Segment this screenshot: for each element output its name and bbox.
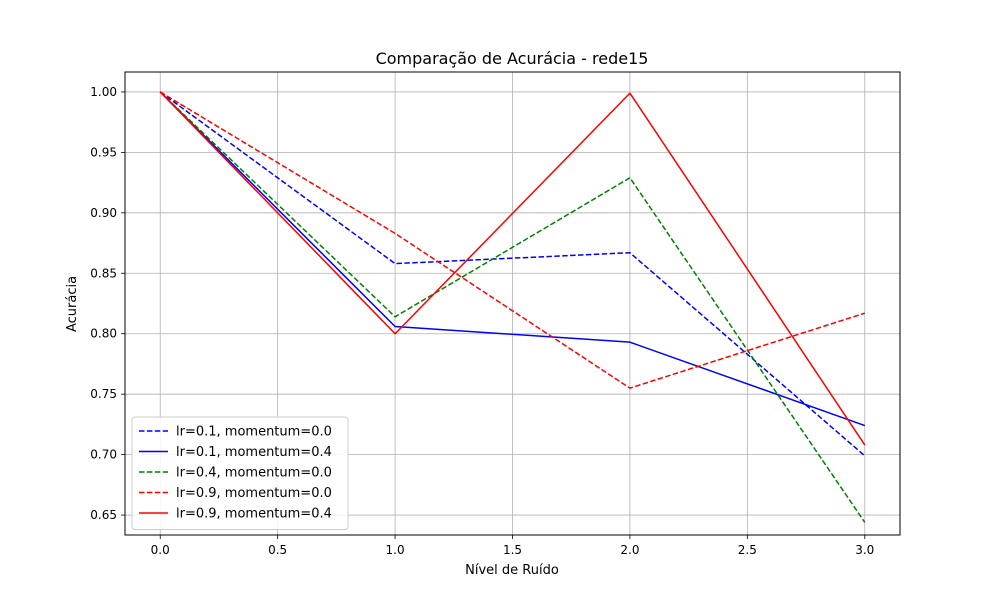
series-line-4 [159, 91, 865, 389]
y-tick-label: 0.65 [90, 508, 117, 522]
y-tick-label: 0.85 [90, 266, 117, 280]
x-tick-label: 0.5 [268, 543, 287, 557]
x-tick-label: 3.0 [855, 543, 874, 557]
legend-box [131, 416, 349, 530]
y-tick-label: 0.70 [90, 448, 117, 462]
legend-entry-label: lr=0.1, momentum=0.4 [176, 445, 332, 460]
x-tick-label: 0.0 [151, 543, 170, 557]
x-tick-label: 1.5 [503, 543, 522, 557]
y-axis-label: Acurácia [65, 276, 80, 332]
series-line-5 [159, 91, 866, 446]
x-tick-label: 2.0 [620, 543, 639, 557]
legend-entry-label: lr=0.9, momentum=0.0 [176, 486, 332, 501]
series-line-3 [159, 91, 866, 523]
series-line-2 [159, 91, 866, 427]
y-tick-label: 0.90 [90, 206, 117, 220]
y-tick-label: 0.75 [90, 387, 117, 401]
y-tick-label: 0.95 [90, 145, 117, 159]
x-axis-label: Nível de Ruído [465, 563, 559, 578]
legend-entry-label: lr=0.1, momentum=0.0 [176, 425, 332, 440]
series-lines [159, 91, 866, 523]
y-tick-label: 0.80 [90, 327, 117, 341]
axis-ticks: 0.0 0.5 1.0 1.5 2.0 2.5 3.0 0.65 0.70 0.75 0.80 0.8… [90, 85, 874, 557]
legend-entry-label: lr=0.4, momentum=0.0 [176, 466, 332, 481]
legend: lr=0.1, momentum=0.0 lr=0.1, momentum=0.4… [131, 416, 349, 530]
chart-title: Comparação de Acurácia - rede15 [376, 49, 649, 68]
x-tick-label: 2.5 [738, 543, 757, 557]
y-tick-label: 1.00 [90, 85, 117, 99]
legend-entry-label: lr=0.9, momentum=0.4 [176, 507, 332, 522]
x-tick-label: 1.0 [386, 543, 405, 557]
series-line-1 [159, 91, 866, 457]
